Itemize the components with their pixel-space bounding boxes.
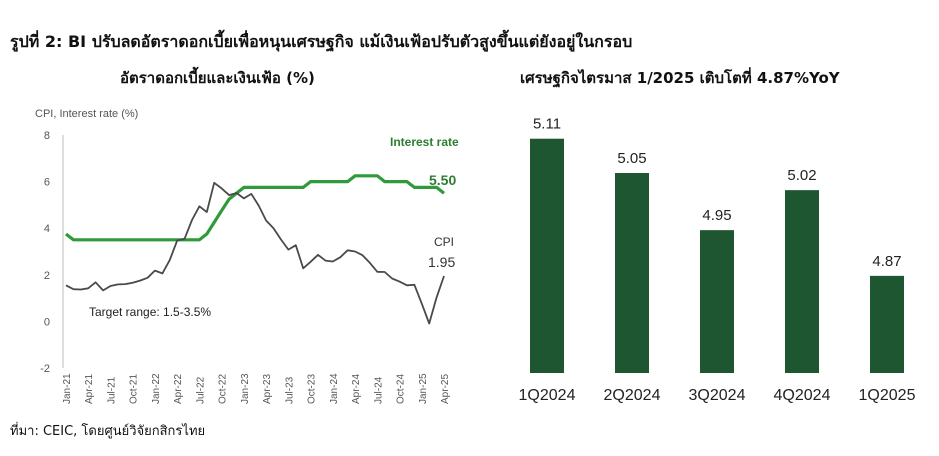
x-tick-label: Apr-21 bbox=[84, 374, 95, 404]
bar-value-label: 5.11 bbox=[533, 116, 561, 133]
gdp-bar bbox=[700, 230, 734, 373]
x-tick-label: Jan-22 bbox=[151, 373, 162, 404]
y-tick-label: 4 bbox=[44, 223, 50, 235]
y-axis-label: CPI, Interest rate (%) bbox=[35, 108, 138, 120]
x-tick-label: Jan-21 bbox=[62, 373, 73, 404]
x-tick-label: Oct-23 bbox=[307, 374, 318, 404]
x-tick-label: Jul-23 bbox=[284, 376, 295, 404]
y-tick-label: -2 bbox=[40, 363, 50, 375]
x-category-label: 1Q2025 bbox=[859, 387, 916, 404]
gdp-bar bbox=[785, 190, 819, 373]
y-tick-label: 8 bbox=[44, 130, 50, 142]
bar-value-label: 5.02 bbox=[787, 167, 816, 184]
gdp-bar bbox=[615, 173, 649, 373]
source-note: ที่มา: CEIC, โดยศูนย์วิจัยกสิกรไทย bbox=[10, 424, 206, 439]
x-tick-label: Jan-25 bbox=[418, 373, 429, 404]
target-range-annotation: Target range: 1.5-3.5% bbox=[89, 305, 211, 319]
gdp-bar-chart: 5.11 1Q2024 5.05 2Q2024 4.95 3Q2024 5.02 4Q2024… bbox=[519, 116, 916, 404]
rate-cpi-line-chart: CPI, Interest rate (%) -2 0 2 4 6 8 Jan-21 Apr… bbox=[35, 108, 459, 404]
cpi-legend-label: CPI bbox=[434, 235, 454, 249]
x-tick-label: Oct-22 bbox=[218, 374, 229, 404]
x-category-label: 3Q2024 bbox=[689, 387, 746, 404]
gdp-bar bbox=[530, 138, 564, 373]
y-tick-label: 2 bbox=[44, 270, 50, 282]
x-tick-label: Jul-24 bbox=[373, 376, 384, 404]
x-category-label: 2Q2024 bbox=[604, 387, 661, 404]
cpi-line bbox=[65, 181, 445, 325]
x-tick-label: Jan-23 bbox=[240, 373, 251, 404]
y-tick-label: 0 bbox=[44, 316, 50, 328]
x-category-label: 4Q2024 bbox=[774, 387, 831, 404]
x-tick-label: Jul-22 bbox=[195, 376, 206, 404]
x-tick-label: Apr-22 bbox=[173, 374, 184, 404]
x-tick-label: Oct-21 bbox=[129, 374, 140, 404]
right-panel-title: เศรษฐกิจไตรมาส 1/2025 เติบโตที่ 4.87%YoY bbox=[520, 69, 840, 87]
x-tick-label: Apr-23 bbox=[262, 374, 273, 404]
bar-value-label: 4.95 bbox=[702, 207, 731, 224]
interest-rate-end-label: 5.50 bbox=[429, 172, 456, 188]
interest-rate-line bbox=[65, 174, 445, 242]
bar-value-label: 5.05 bbox=[617, 150, 646, 167]
bar-value-label: 4.87 bbox=[872, 253, 901, 270]
x-tick-label: Oct-24 bbox=[396, 374, 407, 404]
left-panel-title: อัตราดอกเบี้ยและเงินเฟ้อ (%) bbox=[120, 69, 315, 87]
x-tick-label: Apr-25 bbox=[440, 374, 451, 404]
x-tick-label: Jan-24 bbox=[329, 373, 340, 404]
x-tick-label: Jul-21 bbox=[106, 376, 117, 404]
x-category-label: 1Q2024 bbox=[519, 387, 576, 404]
gdp-bar bbox=[870, 275, 904, 373]
x-tick-label: Apr-24 bbox=[351, 374, 362, 404]
y-tick-label: 6 bbox=[44, 177, 50, 189]
interest-rate-legend-label: Interest rate bbox=[390, 135, 459, 149]
cpi-end-label: 1.95 bbox=[428, 254, 455, 270]
figure-title: รูปที่ 2: BI ปรับลดอัตราดอกเบี้ยเพื่อหนุ… bbox=[10, 32, 633, 51]
